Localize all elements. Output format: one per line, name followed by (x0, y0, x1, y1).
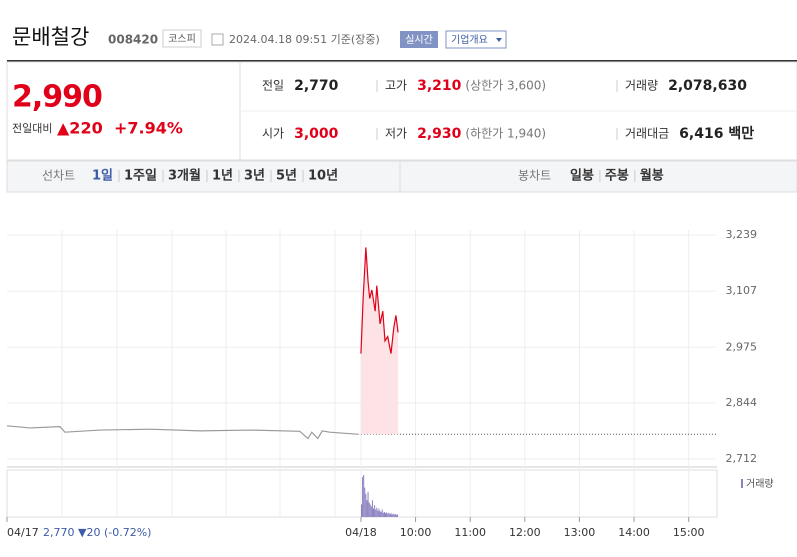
stat-note: (상한가 3,600) (465, 79, 546, 93)
timestamp: 2024.04.18 09:51 기준(장중) (229, 33, 380, 46)
volume-bar (382, 512, 384, 517)
x-tick-label: 04/18 (345, 526, 377, 539)
change-label: 전일대비 (12, 121, 52, 135)
volume-bar (381, 509, 383, 517)
volume-bar (380, 511, 382, 517)
volume-bar (385, 513, 387, 517)
volume-bar (364, 487, 366, 517)
stat-value: 3,000 (294, 126, 339, 142)
company-button[interactable] (445, 30, 507, 49)
company-button-label[interactable]: 기업개요 (451, 33, 488, 46)
market-badge (162, 29, 202, 48)
stat-label: 전일 (262, 79, 284, 93)
volume-bar (371, 500, 373, 517)
stat-label: 시가 (262, 127, 284, 141)
stat-value: 2,930 (417, 126, 462, 142)
period-tab[interactable]: 3년 (244, 169, 265, 184)
stat-value: 2,770 (294, 78, 339, 94)
stock-name: 문배철강 (12, 25, 89, 49)
line-chart-label: 선차트 (42, 169, 75, 183)
volume-bar (397, 514, 399, 517)
volume-bar (386, 512, 388, 517)
stat-value: 2,078,630 (668, 78, 747, 94)
x-tick-label: 15:00 (673, 526, 705, 539)
period-tab[interactable]: 3개월 (168, 168, 201, 184)
volume-bar (394, 514, 396, 517)
y-tick-label: 2,712 (726, 452, 758, 465)
x-tick-label: 12:00 (509, 526, 541, 539)
volume-legend-swatch (741, 479, 743, 488)
volume-bar (391, 514, 393, 517)
y-tick-label: 2,844 (726, 396, 758, 409)
stat-value: 3,210 (417, 78, 462, 94)
price-line (6, 425, 359, 440)
volume-bar (361, 504, 362, 517)
volume-bar (377, 510, 379, 517)
area (360, 247, 399, 435)
volume-bar (389, 514, 391, 517)
volume-bar (363, 475, 365, 517)
price-line (360, 247, 399, 354)
x-tick-label: 04/17 (7, 526, 39, 539)
stat-label: 저가 (385, 127, 407, 141)
realtime[interactable]: 실시간 (405, 34, 433, 46)
x-tick-label: 13:00 (564, 526, 596, 539)
x-tick-label: 14:00 (618, 526, 650, 539)
volume-bar (383, 511, 385, 517)
period-tab[interactable]: 1주일 (124, 169, 157, 184)
stat-label: 거래량 (625, 79, 658, 93)
volume-legend: 거래량 (746, 478, 774, 490)
calendar-icon (211, 33, 224, 46)
market: 코스피 (168, 33, 196, 45)
candle-chart-label: 봉차트 (518, 169, 551, 183)
volume-bar (392, 513, 394, 517)
candle-tab[interactable]: 월봉 (640, 168, 664, 184)
stat-label: 거래대금 (625, 127, 669, 141)
stock-code: 008420 (108, 33, 158, 47)
volume-bar (390, 513, 392, 517)
stat-label: 고가 (385, 79, 407, 93)
volume-bar (366, 500, 368, 517)
volume-bar (393, 514, 395, 517)
x-tick-label: 11:00 (454, 526, 486, 539)
period-tab[interactable]: 10년 (308, 169, 338, 184)
x-tick-label: 10:00 (400, 526, 432, 539)
y-tick-label: 2,975 (726, 340, 758, 353)
volume-bar (388, 512, 390, 517)
footer-summary: 2,770 ▼20 (-0.72%) (43, 526, 151, 539)
period-tab[interactable]: 1일 (92, 169, 113, 184)
realtime-badge[interactable] (400, 31, 438, 48)
volume-bar (375, 509, 377, 517)
dropdown-arrow (496, 38, 502, 42)
volume-bar (362, 477, 364, 517)
change: ▲220 (57, 119, 103, 138)
candle-tab[interactable]: 일봉 (570, 169, 594, 184)
change-pct: +7.94% (114, 119, 183, 138)
stat-value: 6,416 백만 (679, 126, 754, 142)
volume-bar (365, 493, 367, 517)
volume-bar (395, 514, 397, 517)
volume-bar (373, 508, 375, 517)
volume-bar (374, 505, 376, 517)
y-tick-label: 3,107 (726, 284, 758, 297)
y-tick-label: 3,239 (726, 228, 758, 241)
volume-bar (369, 504, 371, 517)
price: 2,990 (12, 80, 102, 115)
volume-bar (379, 511, 381, 517)
volume-bar (378, 508, 380, 517)
period-tab[interactable]: 1년 (212, 169, 233, 184)
volume-bar (368, 502, 370, 517)
stat-note: (하한가 1,940) (465, 127, 546, 141)
tab-bar (6, 160, 797, 193)
period-tab[interactable]: 5년 (276, 169, 297, 184)
candle-tab[interactable]: 주봉 (605, 169, 629, 184)
volume-bar (367, 491, 369, 517)
volume-bar (370, 506, 372, 517)
volume-bar (387, 513, 389, 517)
volume-bar (376, 507, 378, 517)
